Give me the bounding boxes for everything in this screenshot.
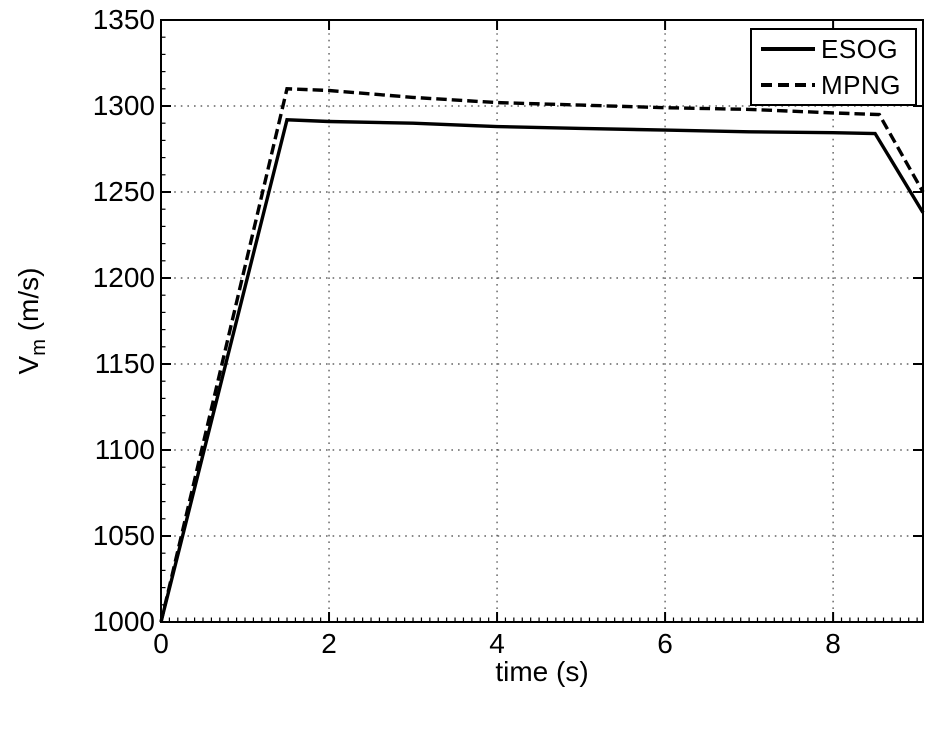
y-tick-label: 1150	[94, 348, 155, 379]
y-tick-label: 1300	[92, 90, 155, 121]
x-tick-label: 2	[321, 628, 337, 659]
x-tick-label: 4	[489, 628, 505, 659]
axes-border	[160, 19, 924, 623]
legend-dashed-line-icon	[761, 83, 815, 87]
y-tick-label: 1200	[92, 262, 155, 293]
y-axis-label-symbol: V	[13, 355, 45, 375]
x-axis-label: time (s)	[495, 656, 589, 687]
series-line-esog	[159, 118, 925, 623]
legend-label-esog: ESOG	[821, 33, 899, 64]
legend-item-mpng: MPNG	[761, 68, 915, 102]
legend-label-mpng: MPNG	[821, 69, 901, 100]
y-tick-label: 1250	[92, 176, 155, 207]
legend-item-esog: ESOG	[761, 32, 915, 66]
legend-solid-line-icon	[761, 47, 815, 51]
y-tick-label: 1050	[92, 520, 155, 551]
y-axis-label-unit: (m/s)	[13, 267, 45, 340]
y-tick-label: 1100	[94, 434, 155, 465]
legend: ESOG MPNG	[750, 28, 917, 106]
y-tick-label: 1000	[92, 606, 155, 637]
x-tick-label: 8	[825, 628, 841, 659]
y-tick-label: 1350	[92, 4, 155, 35]
y-axis-label-subscript: m	[27, 339, 50, 356]
y-axis-label: Vm (m/s)	[13, 268, 51, 375]
series-line-mpng	[159, 87, 925, 623]
x-tick-label: 0	[153, 628, 169, 659]
x-tick-label: 6	[657, 628, 673, 659]
